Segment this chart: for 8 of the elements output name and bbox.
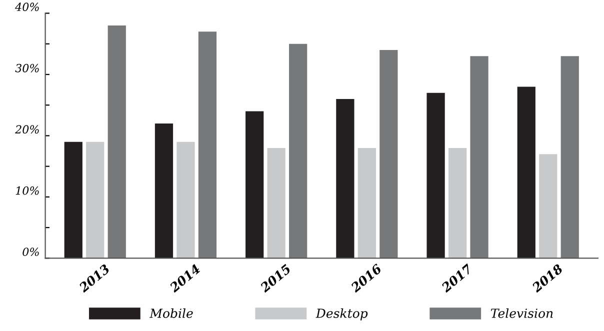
y-tick-label: 0% [22, 248, 39, 256]
y-tick-label: 30% [15, 64, 39, 72]
y-tick-label: 40% [15, 2, 39, 12]
y-tick-label: 20% [15, 125, 39, 134]
y-tick-label: 10% [16, 186, 39, 195]
legend-label: Mobile [149, 308, 193, 318]
legend-label: Television [490, 308, 553, 318]
legend-label: Desktop [316, 308, 368, 320]
